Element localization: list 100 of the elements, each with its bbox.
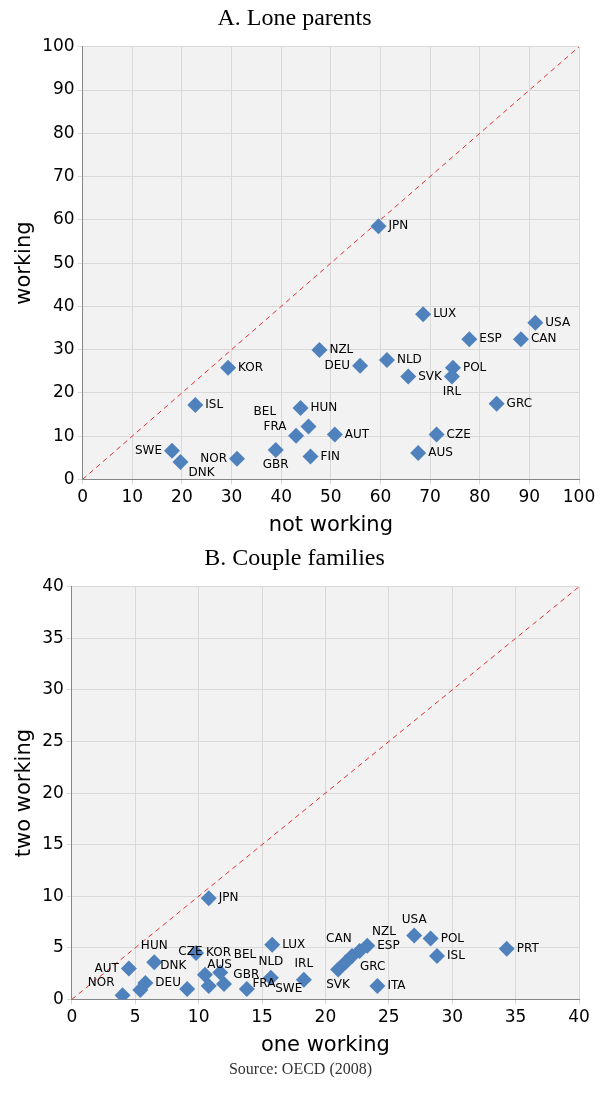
annotation: USA [401,911,428,926]
point [330,961,347,978]
point [400,368,417,385]
x-tick-label: 70 [419,486,441,507]
point [428,948,445,965]
annotation: DEU [155,975,181,990]
annotation: POL [440,930,465,945]
point [461,331,478,348]
point [172,454,189,471]
y-tick-label: 35 [42,626,64,647]
y-tick-label: 30 [42,678,64,699]
x-tick-label: 50 [320,486,342,507]
annotation: ITA [387,978,407,993]
y-tick-label: 10 [42,884,64,905]
annotation: JPN [217,890,239,905]
y-tick-label: 0 [53,987,64,1008]
point [369,977,386,994]
y-tick-label: 40 [42,575,64,596]
x-tick-label: 40 [270,486,293,507]
x-tick-label: 25 [377,1006,400,1027]
annotation: NOR [200,450,228,465]
x-tick-label: 80 [468,486,491,507]
point [267,441,284,458]
point [428,426,445,443]
annotation: SVK [326,976,352,991]
x-tick-label: 15 [251,1006,273,1027]
y-tick-label: 90 [53,78,75,99]
annotation: ESP [377,937,400,952]
annotation: HUN [310,400,338,415]
x-tick-label: 30 [220,486,243,507]
point [288,427,305,444]
point [422,930,439,947]
annotation: LUX [433,306,457,321]
annotation: DNK [188,465,216,480]
annotation: NZL [329,342,354,357]
point [370,218,387,235]
annotation: IRL [294,955,314,970]
y-tick-label: 5 [53,936,64,957]
annotation: SWE [275,981,303,996]
y-tick-label: 10 [53,424,75,445]
point [498,940,515,957]
annotation: GRC [506,395,533,410]
y-tick-label: 15 [42,833,64,854]
point [488,395,505,412]
annotation: SVK [418,368,444,383]
annotation: DNK [160,958,188,973]
annotation: CAN [326,931,352,946]
annotation: HUN [140,938,168,953]
y-tick-label: 0 [63,467,75,488]
annotation: BEL [233,947,257,962]
annotation: DEU [324,357,351,372]
chart-title: B. Couple families [204,543,385,570]
annotation: SWE [134,442,162,457]
y-tick-label: 30 [53,338,75,359]
point [215,975,232,992]
annotation: ISL [205,397,224,412]
point [179,981,196,998]
x-tick-label: 90 [518,486,541,507]
y-tick-label: 20 [53,381,75,402]
x-tick-label: 30 [441,1006,464,1027]
y-tick-label: 80 [53,121,75,142]
point [326,426,343,443]
y-tick-label: 70 [53,165,75,185]
point [196,966,213,983]
point [120,960,137,977]
point [311,342,328,359]
x-axis-title: not working [268,511,393,536]
x-tick-label: 10 [121,486,144,507]
x-tick-label: 40 [568,1006,590,1027]
annotation: AUT [344,426,370,441]
point [292,400,309,417]
annotation: JPN [387,218,409,233]
x-tick-label: 100 [562,486,596,507]
point [132,982,149,999]
chart-title: A. Lone parents [217,3,372,30]
point [352,357,369,374]
annotation: CZE [178,943,203,958]
annotation: NLD [258,953,284,968]
point [300,418,317,435]
point [146,954,163,971]
y-tick-label: 40 [53,294,75,315]
annotation: AUT [94,960,120,975]
point [415,306,432,323]
annotation: GRC [360,959,386,974]
annotation: KOR [206,945,232,960]
point [220,359,237,376]
point [163,442,180,459]
annotation: BEL [253,403,277,418]
annotation: FRA [263,418,288,433]
point [302,448,319,465]
x-tick-label: 0 [77,486,89,507]
x-axis-title: one working [260,1031,390,1056]
point [187,396,204,413]
point [512,331,529,348]
annotation: CZE [446,426,471,441]
annotation: NZL [372,923,397,938]
point [229,450,246,467]
annotation: ISL [446,948,466,963]
annotation: CAN [530,331,557,346]
y-tick-label: 25 [42,729,64,750]
